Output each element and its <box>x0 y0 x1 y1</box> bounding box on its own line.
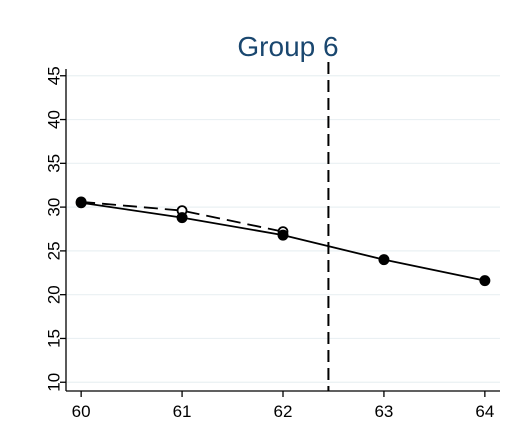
axes: 10 15 20 25 30 35 40 45 60 61 62 63 64 <box>45 66 500 421</box>
data-point-filled <box>176 212 188 224</box>
data-point-filled <box>378 254 390 266</box>
x-tick-label: 60 <box>72 402 91 421</box>
data-point-filled <box>479 275 491 287</box>
chart-title: Group 6 <box>237 31 338 62</box>
series-layer <box>75 196 491 287</box>
y-tick-label: 45 <box>45 66 64 85</box>
y-tick-label: 10 <box>45 373 64 392</box>
x-tick-label: 61 <box>173 402 192 421</box>
data-point-filled <box>277 229 289 241</box>
x-tick-label: 64 <box>475 402 494 421</box>
y-tick-label: 15 <box>45 329 64 348</box>
series-line <box>81 200 284 233</box>
y-tick-label: 35 <box>45 154 64 173</box>
series-solid <box>75 197 491 287</box>
y-tick-label: 40 <box>45 110 64 129</box>
y-tick-label: 30 <box>45 198 64 217</box>
data-point-filled <box>75 197 87 209</box>
y-tick-label: 20 <box>45 285 64 304</box>
x-tick-label: 62 <box>274 402 293 421</box>
y-tick-label: 25 <box>45 241 64 260</box>
grid-lines <box>67 75 500 383</box>
x-tick-label: 63 <box>374 402 393 421</box>
